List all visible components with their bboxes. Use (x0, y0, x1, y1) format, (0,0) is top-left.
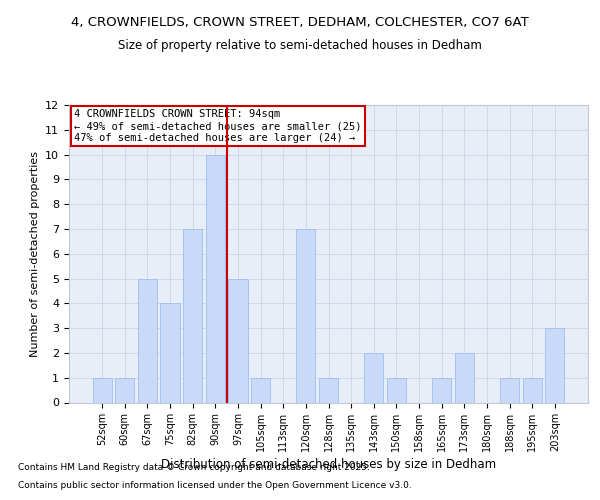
Bar (138, 278, 157, 402)
X-axis label: Distribution of semi-detached houses by size in Dedham: Distribution of semi-detached houses by … (161, 458, 496, 471)
Bar (432, 378, 451, 402)
Bar (455, 353, 474, 403)
Text: 4, CROWNFIELDS, CROWN STREET, DEDHAM, COLCHESTER, CO7 6AT: 4, CROWNFIELDS, CROWN STREET, DEDHAM, CO… (71, 16, 529, 29)
Bar (183, 229, 202, 402)
Bar (387, 378, 406, 402)
Text: Contains public sector information licensed under the Open Government Licence v3: Contains public sector information licen… (18, 480, 412, 490)
Text: 4 CROWNFIELDS CROWN STREET: 94sqm
← 49% of semi-detached houses are smaller (25): 4 CROWNFIELDS CROWN STREET: 94sqm ← 49% … (74, 110, 362, 142)
Text: Contains HM Land Registry data © Crown copyright and database right 2025.: Contains HM Land Registry data © Crown c… (18, 463, 370, 472)
Bar (160, 304, 180, 402)
Bar (523, 378, 542, 402)
Y-axis label: Number of semi-detached properties: Number of semi-detached properties (29, 151, 40, 357)
Bar (545, 328, 565, 402)
Bar (500, 378, 519, 402)
Bar (229, 278, 248, 402)
Bar (296, 229, 316, 402)
Bar (364, 353, 383, 403)
Bar (115, 378, 134, 402)
Bar (206, 154, 225, 402)
Bar (251, 378, 270, 402)
Bar (92, 378, 112, 402)
Text: Size of property relative to semi-detached houses in Dedham: Size of property relative to semi-detach… (118, 38, 482, 52)
Bar (319, 378, 338, 402)
